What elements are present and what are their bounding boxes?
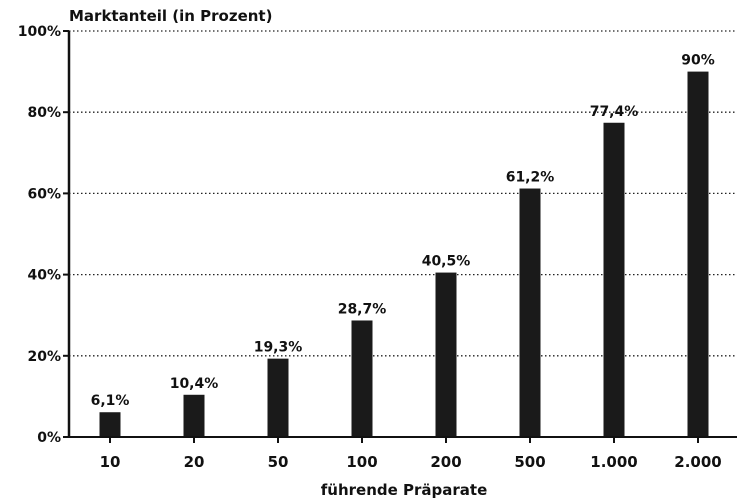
x-tick-label: 1.000 <box>590 453 637 471</box>
bar-value-label: 40,5% <box>422 254 471 270</box>
x-tick-label: 50 <box>268 453 289 471</box>
bar-value-label: 90% <box>681 53 715 69</box>
x-tick-label: 20 <box>184 453 205 471</box>
y-axis-title: Marktanteil (in Prozent) <box>69 7 272 25</box>
gridlines <box>69 30 737 357</box>
bar <box>267 358 289 437</box>
bar <box>603 122 625 438</box>
x-tick-label: 100 <box>346 453 377 471</box>
bar-value-label: 10,4% <box>170 376 219 392</box>
bar-value-label: 28,7% <box>338 301 387 317</box>
y-tick-label: 40% <box>27 268 61 284</box>
y-tick-label: 100% <box>18 24 61 40</box>
x-tick-label: 2.000 <box>674 453 721 471</box>
bar <box>183 394 205 437</box>
x-axis-ticks: 10 20 50 100 200 500 1.000 2.000 <box>100 437 722 471</box>
x-axis-title: führende Präparate <box>321 481 488 499</box>
bar <box>435 272 457 437</box>
bar <box>99 412 121 437</box>
bar-value-label: 77,4% <box>590 104 639 120</box>
bar-value-label: 61,2% <box>506 170 555 186</box>
x-tick-label: 10 <box>100 453 121 471</box>
y-axis-ticks: 0% 20% 40% 60% 80% 100% <box>18 24 69 446</box>
y-tick-label: 60% <box>27 186 61 202</box>
bar <box>519 188 541 437</box>
y-tick-label: 0% <box>37 430 61 446</box>
bar-value-label: 6,1% <box>91 393 130 409</box>
y-tick-label: 80% <box>27 105 61 121</box>
y-tick-label: 20% <box>27 349 61 365</box>
x-tick-label: 200 <box>430 453 461 471</box>
bar-value-label: 19,3% <box>254 340 303 356</box>
bar-value-labels: 6,1% 10,4% 19,3% 28,7% 40,5% 61,2% 77,4% 90% <box>91 53 715 410</box>
bar <box>351 320 373 437</box>
bar <box>687 71 709 437</box>
x-tick-label: 500 <box>514 453 545 471</box>
bars <box>99 71 709 438</box>
